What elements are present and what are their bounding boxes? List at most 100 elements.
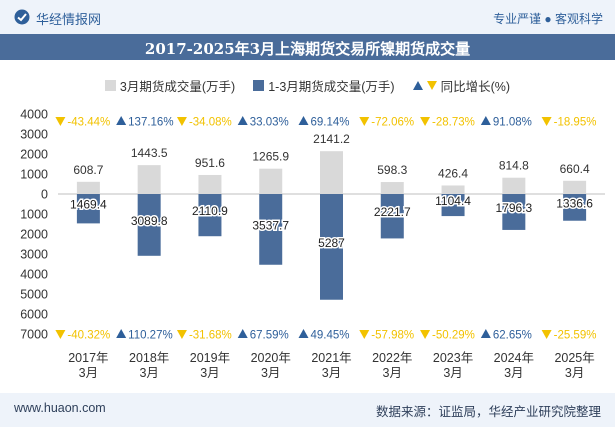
growth-label-bottom: 49.45%	[311, 330, 350, 342]
growth-down-icon-bottom	[55, 330, 66, 339]
bar-monthly	[320, 151, 343, 194]
x-tick-label: 3月	[261, 366, 280, 380]
chart-title: 2017-2025年3月上海期货交易所镍期货成交量	[144, 40, 471, 58]
bar-monthly	[137, 165, 161, 194]
triangle-down-icon	[426, 80, 437, 90]
y-tick-label: 1000	[20, 168, 48, 182]
growth-up-icon-top	[480, 116, 491, 125]
bar-cumulative	[76, 194, 100, 224]
bar-cumulative	[259, 194, 283, 265]
y-tick-label: 7000	[20, 328, 48, 342]
footer-source: 数据来源：证监局，华经产业研究院整理	[375, 405, 601, 419]
x-tick-label: 2023年	[433, 351, 473, 365]
growth-down-icon-bottom	[420, 330, 431, 339]
data-label-cumulative: 3537.7	[252, 218, 289, 232]
bar-monthly	[198, 174, 222, 194]
growth-down-icon-top	[359, 117, 370, 126]
bar-cumulative	[441, 194, 465, 217]
legend: 3月期货成交量(万手) 1-3月期货成交量(万手) 同比增长(%)	[0, 76, 615, 94]
data-label-monthly: 598.3	[377, 163, 407, 177]
y-tick-label: 3000	[20, 248, 48, 262]
bar-cumulative	[137, 194, 161, 256]
data-label-monthly: 951.6	[195, 156, 225, 170]
growth-down-icon-top	[55, 117, 66, 126]
x-tick-label: 2024年	[494, 351, 534, 365]
x-tick-label: 2020年	[251, 351, 291, 365]
growth-up-icon-bottom	[298, 329, 309, 338]
x-tick-label: 2025年	[554, 351, 594, 365]
bar-cumulative	[502, 194, 526, 230]
growth-label-top: 69.14%	[311, 117, 350, 129]
legend-item-monthly: 3月期货成交量(万手)	[104, 76, 236, 95]
growth-up-icon-bottom	[237, 329, 248, 338]
growth-label-bottom: 62.65%	[493, 330, 532, 342]
growth-label-bottom: -40.32%	[67, 330, 110, 342]
growth-label-top: -28.73%	[432, 117, 475, 129]
bar-monthly	[441, 185, 465, 194]
x-tick-label: 3月	[443, 366, 462, 380]
data-label-cumulative: 1104.4	[435, 194, 471, 208]
bar-cumulative	[320, 194, 343, 300]
growth-down-icon-top	[176, 117, 187, 126]
growth-label-top: -34.08%	[189, 117, 232, 129]
x-tick-label: 3月	[383, 366, 402, 380]
legend-label-cumulative: 1-3月期货成交量(万手)	[268, 79, 395, 94]
bar-cumulative	[380, 194, 404, 239]
title-band	[0, 34, 615, 60]
data-label-monthly: 1443.5	[131, 146, 168, 160]
y-tick-label: 4000	[20, 108, 48, 122]
x-tick-label: 3月	[322, 366, 341, 380]
y-tick-label: 1000	[20, 208, 48, 222]
data-label-monthly: 608.7	[73, 163, 103, 177]
x-tick-label: 3月	[79, 366, 98, 380]
logo-icon	[14, 9, 30, 25]
slogan: 专业严谨 ● 客观科学	[493, 12, 603, 26]
site-name: 华经情报网	[36, 12, 102, 27]
data-label-monthly: 814.8	[499, 159, 529, 173]
footer-band	[0, 393, 615, 427]
x-tick-label: 2022年	[372, 351, 412, 365]
data-label-monthly: 1265.9	[252, 150, 289, 164]
growth-down-icon-bottom	[541, 330, 552, 339]
data-label-monthly: 426.4	[438, 166, 468, 180]
legend-label-growth: 同比增长(%)	[440, 79, 511, 94]
y-tick-label: 3000	[20, 128, 48, 142]
growth-down-icon-top	[420, 117, 431, 126]
y-tick-label: 5000	[20, 288, 48, 302]
legend-item-cumulative: 1-3月期货成交量(万手)	[253, 76, 395, 95]
bar-monthly	[563, 180, 587, 194]
growth-label-top: 91.08%	[493, 117, 532, 129]
x-tick-label: 3月	[139, 366, 158, 380]
y-tick-label: 0	[41, 188, 48, 202]
bar-monthly	[76, 181, 100, 194]
growth-label-top: 33.03%	[250, 117, 289, 129]
x-tick-label: 2021年	[311, 351, 351, 365]
growth-down-icon-bottom	[359, 330, 370, 339]
y-tick-label: 4000	[20, 268, 48, 282]
legend-swatch-cumulative	[253, 79, 265, 91]
growth-label-top: 137.16%	[128, 117, 173, 129]
growth-label-bottom: -31.68%	[189, 330, 232, 342]
data-label-cumulative: 1469.4	[70, 198, 107, 212]
growth-label-bottom: 67.59%	[250, 330, 289, 342]
growth-up-icon-bottom	[116, 329, 127, 338]
bar-monthly	[502, 177, 526, 194]
data-label-cumulative: 2221.7	[374, 205, 411, 219]
y-tick-label: 6000	[20, 308, 48, 322]
data-label-cumulative: 5287	[318, 236, 345, 250]
growth-label-top: -43.44%	[67, 117, 110, 129]
data-label-monthly: 2141.2	[313, 132, 350, 146]
legend-label-monthly: 3月期货成交量(万手)	[119, 79, 236, 94]
y-tick-label: 2000	[20, 148, 48, 162]
data-label-cumulative: 3089.8	[131, 214, 168, 228]
growth-label-top: -18.95%	[554, 117, 597, 129]
growth-label-bottom: -50.29%	[432, 330, 475, 342]
bar-cumulative	[563, 194, 587, 221]
growth-up-icon-top	[237, 116, 248, 125]
bar-monthly	[380, 182, 404, 194]
x-tick-label: 3月	[565, 366, 584, 380]
x-tick-label: 2019年	[190, 351, 230, 365]
growth-label-top: -72.06%	[371, 117, 414, 129]
growth-up-icon-bottom	[480, 329, 491, 338]
growth-label-bottom: 110.27%	[128, 330, 173, 342]
